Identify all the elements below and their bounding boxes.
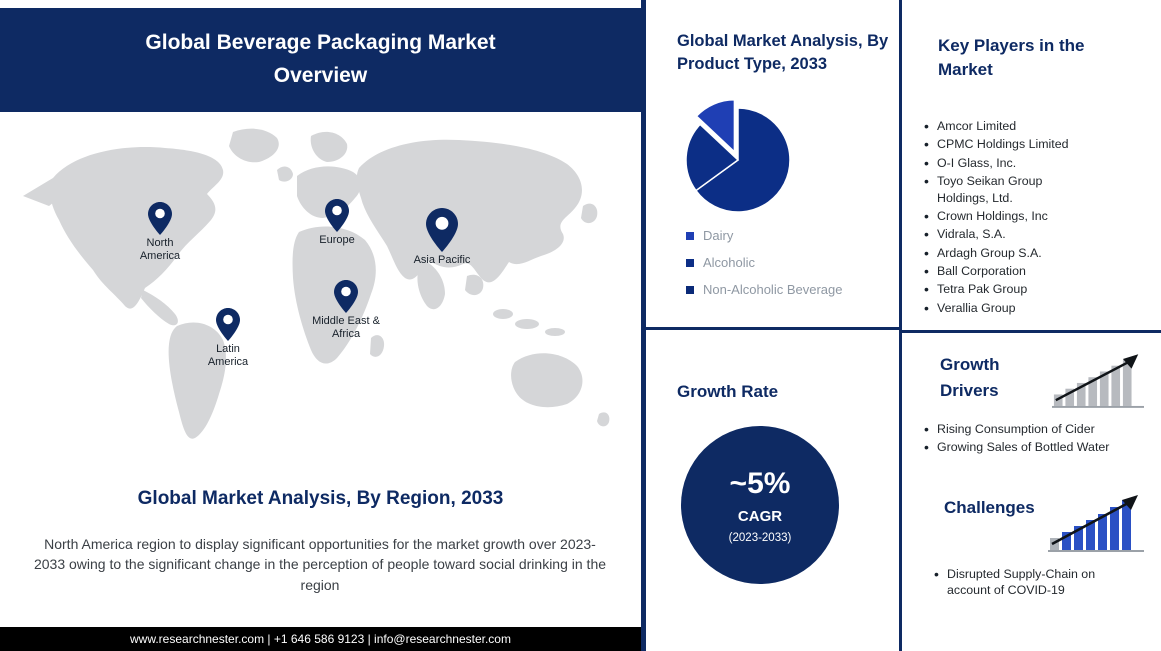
key-players-heading: Key Players in the Market: [938, 36, 1085, 79]
list-item: Rising Consumption of Cider: [924, 420, 1129, 439]
list-item: Verallia Group: [924, 299, 1089, 318]
list-item: Amcor Limited: [924, 117, 1089, 136]
legend-item: Non-Alcoholic Beverage: [686, 282, 842, 297]
challenges-heading: Challenges: [944, 498, 1035, 517]
legend-item: Alcoholic: [686, 255, 842, 270]
list-item: Toyo Seikan Group Holdings, Ltd.: [924, 172, 1089, 206]
pie-slice: [694, 107, 791, 213]
rising-bar-chart-icon-blue: [1048, 495, 1144, 552]
footer-contact-text: www.researchnester.com | +1 646 586 9123…: [130, 632, 511, 646]
map-pin-latin-america: Latin America: [199, 308, 257, 369]
pin-label: North America: [139, 237, 181, 263]
rising-bar-chart-icon: [1052, 354, 1144, 408]
list-item: Ardagh Group S.A.: [924, 244, 1089, 263]
cagr-period: (2023-2033): [728, 531, 792, 544]
legend-label: Non-Alcoholic Beverage: [703, 282, 843, 297]
location-pin-icon: [216, 308, 240, 341]
cagr-metric-label: CAGR: [737, 507, 783, 525]
legend-swatch: [686, 231, 694, 240]
challenges-list: Disrupted Supply-Chain on account of COV…: [934, 565, 1106, 601]
pin-label: Middle East & Africa: [312, 315, 380, 341]
location-pin-icon: [334, 280, 358, 313]
map-pin-europe: Europe: [307, 199, 367, 247]
horizontal-divider: [646, 327, 899, 330]
legend-label: Dairy: [703, 228, 734, 243]
list-item: Ball Corporation: [924, 262, 1089, 281]
footer-bar: www.researchnester.com | +1 646 586 9123…: [0, 627, 641, 651]
vertical-divider: [899, 0, 902, 651]
vertical-divider: [641, 0, 646, 651]
page-title: Global Beverage Packaging Market Overvie…: [145, 31, 496, 87]
location-pin-icon: [426, 208, 458, 252]
legend-label: Alcoholic: [703, 255, 756, 270]
legend-swatch: [686, 285, 694, 294]
location-pin-icon: [148, 202, 172, 235]
map-pin-north-america: North America: [131, 202, 189, 263]
region-analysis-text: North America region to display signific…: [33, 536, 607, 593]
list-item: Growing Sales of Bottled Water: [924, 438, 1129, 457]
pin-label: Europe: [319, 234, 355, 246]
cagr-value: ~5%: [729, 466, 791, 500]
legend-item: Dairy: [686, 228, 842, 243]
list-item: CPMC Holdings Limited: [924, 135, 1089, 154]
map-pin-middle-east-africa: Middle East & Africa: [307, 280, 385, 341]
world-map-section: North America Europe Asia Pacific Middle…: [15, 118, 627, 463]
product-type-heading: Global Market Analysis, By Product Type,…: [677, 32, 889, 74]
list-item: Vidrala, S.A.: [924, 225, 1089, 244]
list-item: Tetra Pak Group: [924, 280, 1089, 299]
pin-label: Asia Pacific: [413, 254, 471, 266]
pin-label: Latin America: [207, 343, 249, 369]
key-players-list: Amcor Limited CPMC Holdings Limited O-I …: [924, 117, 1089, 318]
list-item: Disrupted Supply-Chain on account of COV…: [934, 565, 1106, 599]
location-pin-icon: [325, 199, 349, 232]
title-banner: Global Beverage Packaging Market Overvie…: [0, 8, 641, 112]
pie-slice: [695, 98, 736, 154]
world-map: [23, 128, 610, 439]
list-item: Crown Holdings, Inc: [924, 207, 1089, 226]
pie-legend: Dairy Alcoholic Non-Alcoholic Beverage: [686, 228, 842, 309]
horizontal-divider: [902, 330, 1161, 333]
pie-slice: [685, 123, 740, 192]
region-analysis-heading: Global Market Analysis, By Region, 2033: [137, 488, 504, 509]
list-item: O-I Glass, Inc.: [924, 154, 1089, 173]
growth-drivers-list: Rising Consumption of Cider Growing Sale…: [924, 420, 1129, 458]
map-pin-asia-pacific: Asia Pacific: [402, 208, 482, 267]
growth-drivers-heading: Growth Drivers: [940, 355, 1000, 401]
cagr-circle: ~5% CAGR (2023-2033): [681, 426, 839, 584]
legend-swatch: [686, 258, 694, 267]
product-type-pie-chart: [685, 98, 791, 213]
growth-rate-heading: Growth Rate: [677, 382, 779, 401]
